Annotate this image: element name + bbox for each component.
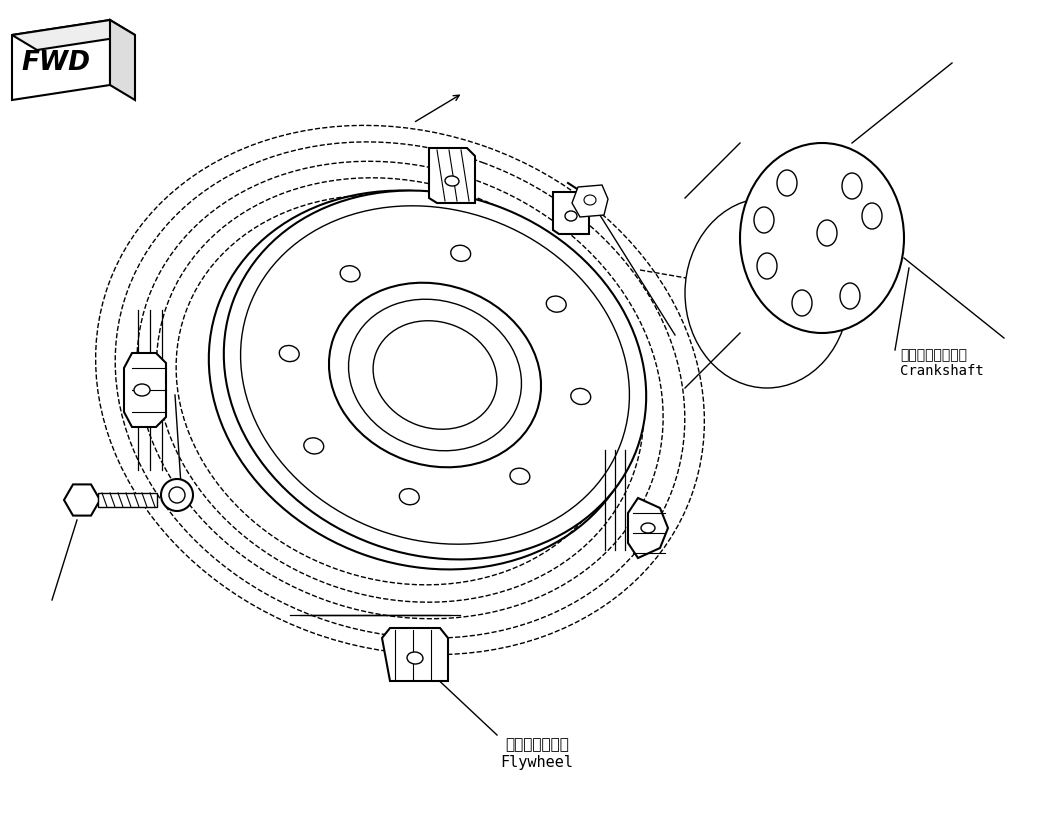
Polygon shape xyxy=(553,192,588,234)
Ellipse shape xyxy=(757,253,777,279)
Ellipse shape xyxy=(451,246,471,261)
Ellipse shape xyxy=(329,283,541,467)
Ellipse shape xyxy=(510,468,530,485)
Polygon shape xyxy=(12,20,135,50)
Ellipse shape xyxy=(740,143,904,333)
Text: クランクシャフト: クランクシャフト xyxy=(900,348,967,362)
Text: Flywheel: Flywheel xyxy=(500,756,574,771)
Polygon shape xyxy=(110,20,135,100)
Ellipse shape xyxy=(777,170,797,196)
Polygon shape xyxy=(628,498,668,558)
Polygon shape xyxy=(64,485,100,515)
Ellipse shape xyxy=(565,211,577,221)
Ellipse shape xyxy=(400,489,420,504)
Polygon shape xyxy=(124,353,166,427)
Ellipse shape xyxy=(584,195,596,205)
Ellipse shape xyxy=(571,389,591,404)
Ellipse shape xyxy=(842,173,862,199)
Text: FWD: FWD xyxy=(21,50,90,76)
Ellipse shape xyxy=(641,523,655,533)
Ellipse shape xyxy=(754,207,774,233)
Ellipse shape xyxy=(547,296,566,312)
Ellipse shape xyxy=(304,437,324,454)
Ellipse shape xyxy=(223,190,646,559)
Ellipse shape xyxy=(685,198,849,388)
Ellipse shape xyxy=(134,384,150,396)
Ellipse shape xyxy=(407,652,423,664)
Ellipse shape xyxy=(240,206,629,544)
Ellipse shape xyxy=(817,220,837,246)
Ellipse shape xyxy=(348,299,521,451)
Ellipse shape xyxy=(373,321,497,429)
Text: フライホイール: フライホイール xyxy=(505,738,569,753)
Ellipse shape xyxy=(169,487,185,503)
Ellipse shape xyxy=(279,346,299,361)
Ellipse shape xyxy=(340,265,360,282)
Ellipse shape xyxy=(445,176,459,186)
Polygon shape xyxy=(12,20,110,100)
Ellipse shape xyxy=(160,479,193,511)
Polygon shape xyxy=(572,185,608,217)
Ellipse shape xyxy=(862,203,882,229)
Ellipse shape xyxy=(840,283,860,309)
Polygon shape xyxy=(98,493,157,507)
Polygon shape xyxy=(429,148,475,203)
Text: Crankshaft: Crankshaft xyxy=(900,364,984,378)
Ellipse shape xyxy=(792,290,812,316)
Polygon shape xyxy=(382,628,448,681)
